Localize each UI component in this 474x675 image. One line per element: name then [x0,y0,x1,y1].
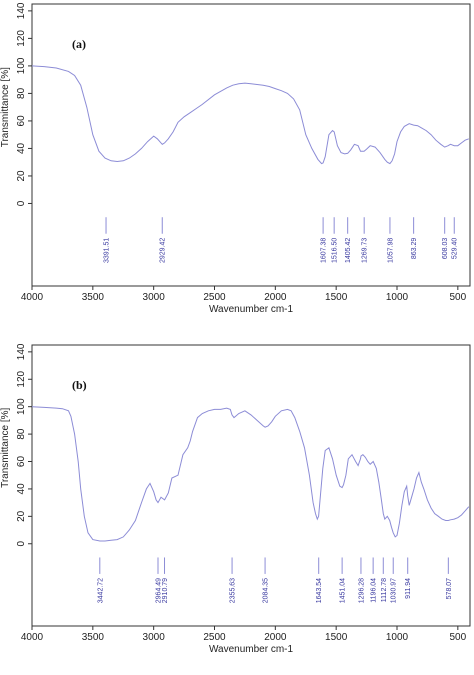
panel-a-y-axis-title: Transmittance [%] [0,67,11,147]
panel-a-peak-label: 863.29 [411,238,418,260]
panel-b-peak-label: 2964.49 [155,578,162,603]
panel-a-y-tick-label: 0 [16,200,27,206]
panel-b-peak-label: 1643.54 [316,578,323,603]
panel-b-y-axis-title: Transmittance [%] [0,407,11,487]
panel-a-x-tick-label: 1000 [386,292,409,303]
panel-b-peak-label: 578.07 [446,578,453,600]
panel-b-plot-frame [31,344,471,627]
panel-a-peak-label: 3391.51 [104,238,111,263]
panel-b-x-tick-label: 500 [449,632,466,643]
panel-b-peak-label: 1112.78 [381,578,388,602]
panel-b-y-tick-label: 40 [16,483,27,495]
panel-b-peak-label: 1296.28 [358,578,365,603]
panel-b-x-axis-title: Wavenumber cm-1 [209,644,294,655]
panel-b-peak-label: 3442.72 [97,578,104,603]
panel-a-x-tick-label: 4000 [21,292,44,303]
panel-b-peak-label: 2084.35 [263,578,270,603]
panel-a-peak-label: 1057.98 [387,238,394,263]
panel-b-x-tick-label: 2500 [203,632,226,643]
panel-a-x-axis-title: Wavenumber cm-1 [209,304,294,315]
panel-b-y-tick-label: 120 [16,370,27,387]
panel-a-spectrum-line [31,65,469,165]
panel-a-y-tick-label: 120 [16,30,27,47]
panel-b-y-tick-label: 80 [16,428,27,440]
panel-a-y-tick-label: 140 [16,2,27,19]
panel-b-peak-label: 2910.79 [162,578,169,603]
panel-a-y-tick-label: 80 [16,87,27,99]
panel-a-x-tick-label: 1500 [325,292,348,303]
panel-a-label: (a) [72,37,86,51]
panel-b-y-tick-label: 20 [16,510,27,522]
panel-a-y-tick-label: 40 [16,142,27,154]
panel-a-peak-label: 1405.42 [345,238,352,263]
panel-b-peak-label: 1451.04 [340,578,347,603]
panel-a-peak-label: 1516.50 [332,238,339,263]
panel-b-y-tick-label: 60 [16,456,27,468]
panel-b-peak-label: 1196.04 [371,578,378,603]
panel-a-peak-label: 2929.42 [160,238,167,263]
panel-b-x-tick-label: 4000 [21,632,44,643]
panel-a-y-tick-label: 20 [16,170,27,182]
panel-b-peak-label: 2355.63 [230,578,237,603]
panel-a-peak-label: 1607.38 [321,238,328,263]
panel-b-x-tick-label: 1500 [325,632,348,643]
panel-a-plot-frame [31,3,471,287]
panel-a-x-tick-label: 500 [449,292,466,303]
panel-b-x-tick-label: 1000 [386,632,409,643]
panel-a-x-tick-label: 3500 [82,292,105,303]
panel-b-x-tick-label: 3500 [82,632,105,643]
panel-b-peak-label: 1030.97 [391,578,398,603]
panel-b-x-tick-label: 3000 [143,632,166,643]
panel-b-y-tick-label: 140 [16,343,27,360]
panel-a-x-tick-label: 3000 [143,292,166,303]
panel-b-y-tick-label: 0 [16,541,27,547]
panel-a-peak-label: 529.40 [452,238,459,260]
panel-b-x-tick-label: 2000 [264,632,287,643]
panel-a-y-tick-label: 60 [16,115,27,127]
panel-a-y-tick-label: 100 [16,57,27,74]
panel-a-x-tick-label: 2000 [264,292,287,303]
panel-b-label: (b) [72,378,87,392]
panel-a-peak-label: 1269.73 [362,238,369,263]
panel-b-peak-label: 911.94 [405,578,412,599]
panel-b-y-tick-label: 100 [16,398,27,415]
panel-a-x-tick-label: 2500 [203,292,226,303]
panel-b-spectrum-line [31,406,470,542]
panel-a-peak-label: 608.03 [442,238,449,260]
